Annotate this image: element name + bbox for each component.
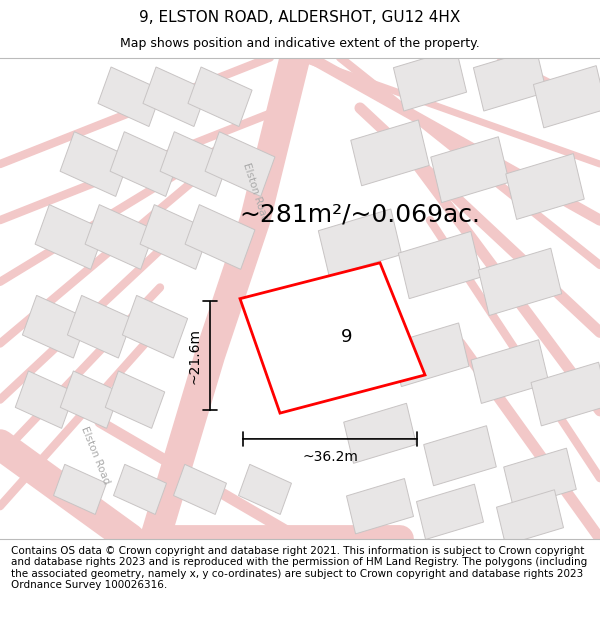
Polygon shape — [531, 362, 600, 426]
Text: ~281m²/~0.069ac.: ~281m²/~0.069ac. — [239, 202, 481, 226]
Polygon shape — [67, 296, 133, 358]
Text: Contains OS data © Crown copyright and database right 2021. This information is : Contains OS data © Crown copyright and d… — [11, 546, 587, 591]
Polygon shape — [351, 120, 429, 186]
Polygon shape — [424, 426, 496, 486]
Polygon shape — [113, 464, 166, 514]
Polygon shape — [140, 204, 210, 269]
Polygon shape — [503, 448, 577, 508]
Polygon shape — [346, 479, 413, 534]
Text: ~21.6m: ~21.6m — [188, 328, 202, 384]
Polygon shape — [15, 371, 75, 428]
Polygon shape — [473, 49, 547, 111]
Text: Elston Road: Elston Road — [79, 426, 111, 486]
Polygon shape — [398, 231, 482, 299]
Text: Map shows position and indicative extent of the property.: Map shows position and indicative extent… — [120, 37, 480, 49]
Polygon shape — [431, 137, 509, 202]
Polygon shape — [394, 49, 467, 111]
Polygon shape — [185, 204, 255, 269]
Polygon shape — [143, 67, 207, 126]
Polygon shape — [188, 67, 252, 126]
Polygon shape — [533, 66, 600, 128]
Text: Elston Road: Elston Road — [241, 161, 269, 223]
Polygon shape — [496, 490, 563, 545]
Polygon shape — [160, 132, 230, 196]
Text: 9, ELSTON ROAD, ALDERSHOT, GU12 4HX: 9, ELSTON ROAD, ALDERSHOT, GU12 4HX — [139, 10, 461, 25]
Polygon shape — [105, 371, 165, 428]
Polygon shape — [319, 209, 401, 276]
Polygon shape — [98, 67, 162, 126]
Polygon shape — [471, 340, 549, 403]
Polygon shape — [239, 464, 292, 514]
Polygon shape — [205, 132, 275, 196]
Polygon shape — [122, 296, 188, 358]
Polygon shape — [344, 403, 416, 463]
Polygon shape — [416, 484, 484, 539]
Polygon shape — [60, 132, 130, 196]
Polygon shape — [173, 464, 226, 514]
Polygon shape — [35, 204, 105, 269]
Polygon shape — [391, 323, 469, 387]
Polygon shape — [110, 132, 180, 196]
Polygon shape — [22, 296, 88, 358]
Polygon shape — [60, 371, 120, 428]
Text: 9: 9 — [341, 328, 352, 346]
Polygon shape — [240, 262, 425, 413]
Polygon shape — [478, 248, 562, 316]
Polygon shape — [85, 204, 155, 269]
Polygon shape — [506, 154, 584, 219]
Polygon shape — [53, 464, 106, 514]
Text: ~36.2m: ~36.2m — [302, 450, 358, 464]
